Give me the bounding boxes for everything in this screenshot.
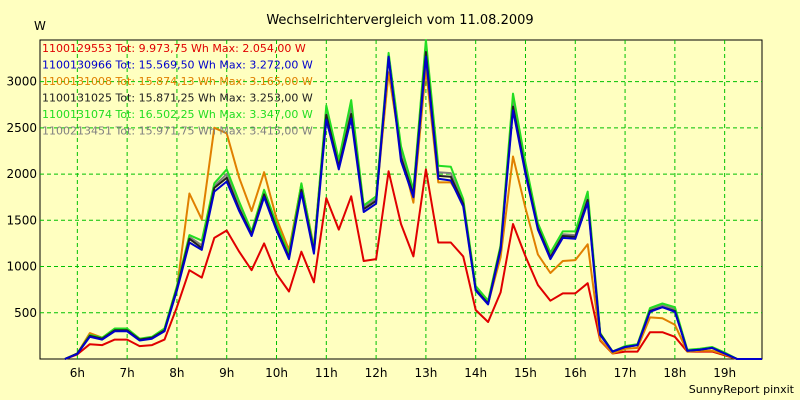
series-line-1100131008 (64, 67, 762, 360)
series-line-1100130966 (64, 55, 762, 360)
x-tick-label: 7h (120, 366, 135, 380)
x-tick-label: 12h (365, 366, 388, 380)
x-tick-label: 6h (70, 366, 85, 380)
y-axis: 500 1000 1500 2000 2500 3000 (6, 75, 37, 320)
x-tick-label: 19h (713, 366, 736, 380)
legend-entry-1100130966: 1100130966 Tot: 15.569,50 Wh Max: 3.272,… (42, 59, 313, 72)
footer-credit: SunnyReport pinxit (689, 383, 795, 396)
y-tick-label: 3000 (6, 75, 37, 89)
series-line-1100129553 (64, 168, 762, 360)
legend-entry-1100131008: 1100131008 Tot: 15.874,13 Wh Max: 3.165,… (42, 75, 313, 88)
x-tick-label: 8h (169, 366, 184, 380)
x-tick-label: 11h (315, 366, 338, 380)
x-tick-label: 15h (514, 366, 537, 380)
y-tick-label: 500 (14, 306, 37, 320)
x-tick-label: 16h (564, 366, 587, 380)
y-tick-label: 2000 (6, 167, 37, 181)
x-tick-label: 9h (219, 366, 234, 380)
x-axis: 6h 7h 8h 9h 10h 11h 12h 13h 14h 15h 16h 17h 18h 19h (70, 366, 736, 380)
x-tick-label: 10h (265, 366, 288, 380)
legend-entry-1100213451: 1100213451 Tot: 15.971,75 Wh Max: 3.415,… (42, 125, 313, 138)
x-tick-label: 17h (614, 366, 637, 380)
y-tick-label: 1500 (6, 213, 37, 227)
x-tick-label: 18h (663, 366, 686, 380)
series-lines (64, 39, 762, 360)
legend: 1100129553 Tot: 9.973,75 Wh Max: 2.054,0… (42, 42, 313, 138)
x-tick-label: 14h (464, 366, 487, 380)
y-axis-unit-label: W (34, 19, 46, 33)
chart-title: Wechselrichtervergleich vom 11.08.2009 (266, 13, 533, 28)
plot-area (39, 39, 763, 360)
legend-entry-1100129553: 1100129553 Tot: 9.973,75 Wh Max: 2.054,0… (42, 42, 306, 55)
legend-entry-1100131074: 1100131074 Tot: 16.502,25 Wh Max: 3.347,… (42, 108, 313, 121)
y-tick-label: 1000 (6, 260, 37, 274)
legend-entry-1100131025: 1100131025 Tot: 15.871,25 Wh Max: 3.253,… (42, 92, 313, 105)
x-tick-label: 13h (414, 366, 437, 380)
y-tick-label: 2500 (6, 121, 37, 135)
